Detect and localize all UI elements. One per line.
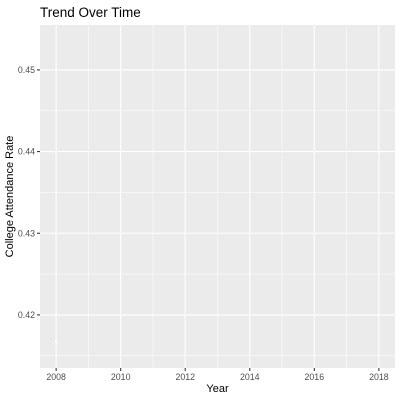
x-tick-label: 2008 [46,372,66,382]
x-tick-label: 2010 [111,372,131,382]
y-axis-title: College Attendance Rate [4,136,16,258]
y-tick-label: 0.45 [18,65,35,75]
x-axis-title: Year [206,383,229,395]
x-tick-label: 2012 [175,372,195,382]
y-tick-label: 0.42 [18,310,35,320]
x-tick-label: 2018 [369,372,389,382]
minor-gridlines [40,25,395,368]
x-tick-label: 2016 [305,372,325,382]
y-axis: 0.42 0.43 0.44 0.45 [18,65,40,320]
x-axis: 2008 2010 2012 2014 2016 2018 [46,368,389,382]
y-tick-label: 0.44 [18,147,35,157]
data-point [54,339,58,343]
major-gridlines [40,25,395,368]
data-points [54,339,58,343]
chart-title: Trend Over Time [40,5,141,20]
y-tick-label: 0.43 [18,228,35,238]
x-tick-label: 2014 [240,372,260,382]
